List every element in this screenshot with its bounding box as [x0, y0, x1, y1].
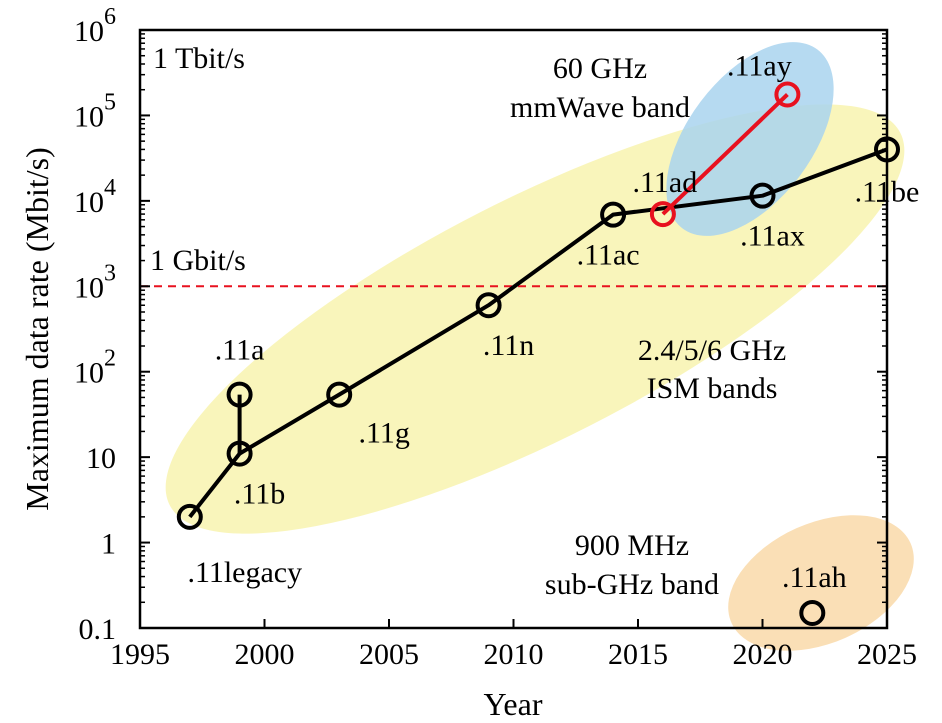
tbit-label: 1 Tbit/s: [153, 42, 245, 75]
data-point: [799, 599, 826, 626]
gbit-label: 1 Gbit/s: [150, 244, 246, 277]
subghz-band-region: [728, 515, 914, 651]
y-tick-label: 102: [74, 346, 116, 390]
y-tick-label: 10: [86, 442, 116, 475]
ism-label-line1: 2.4/5/6 GHz: [638, 334, 786, 367]
data-point: [326, 381, 353, 408]
data-point: [749, 182, 776, 209]
x-tick-label: 2005: [359, 638, 419, 671]
y-tick-label: 106: [74, 4, 116, 48]
data-point: [226, 440, 253, 467]
y-tick-label: 0.1: [79, 613, 117, 646]
point-label: .11ax: [740, 220, 805, 253]
x-tick-label: 2015: [608, 638, 668, 671]
mmwave-label-line2: mmWave band: [510, 91, 690, 124]
x-tick-label: 2010: [484, 638, 544, 671]
y-tick-label: 104: [74, 175, 116, 219]
point-label: .11g: [359, 417, 410, 450]
y-tick-label: 103: [74, 260, 116, 304]
point-label: .11b: [234, 478, 285, 511]
data-point: [649, 201, 676, 228]
ism-label-line2: ISM bands: [647, 372, 778, 405]
y-tick-label: 1: [101, 528, 116, 561]
subghz-label-line1: 900 MHz: [575, 529, 689, 562]
mmwave-band-region: [666, 42, 834, 236]
point-label: .11legacy: [187, 556, 302, 589]
y-axis-title: Maximum data rate (Mbit/s): [19, 147, 55, 510]
x-tick-label: 1995: [110, 638, 170, 671]
y-tick-label: 105: [74, 89, 116, 133]
x-tick-label: 2000: [235, 638, 295, 671]
y-axis-ticks: 0.1 1 10 102 103 104 105 106: [74, 4, 887, 646]
data-point: [774, 81, 801, 108]
data-point: [600, 201, 627, 228]
point-label: .11ad: [633, 166, 698, 199]
data-point: [226, 381, 253, 408]
series-line: [661, 93, 789, 216]
x-axis-ticks: 1995 2000 2005 2010 2015 2020 2025: [110, 619, 917, 671]
x-tick-label: 2020: [733, 638, 793, 671]
data-point: [176, 503, 203, 530]
point-label: .11ac: [577, 239, 640, 272]
point-label: .11ay: [727, 49, 792, 82]
subghz-label-line2: sub-GHz band: [545, 568, 719, 601]
point-label: .11ah: [782, 561, 847, 594]
x-axis-title: Year: [484, 686, 543, 722]
mmwave-label-line1: 60 GHz: [553, 52, 647, 85]
point-label: .11n: [483, 329, 534, 362]
data-point: [475, 292, 502, 319]
band-regions: [165, 42, 914, 651]
x-tick-label: 2025: [857, 638, 917, 671]
point-label: .11a: [215, 334, 265, 367]
series-layer: .11legacy.11b.11g.11n.11ac.11ax.11be.11a…: [176, 49, 919, 626]
